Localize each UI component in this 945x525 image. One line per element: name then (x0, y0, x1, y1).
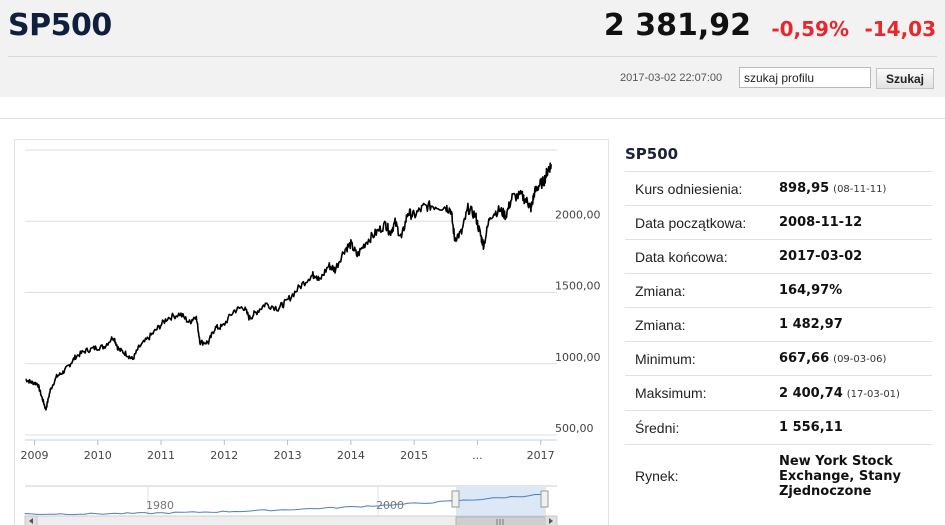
stats-date: (17-03-01) (846, 388, 900, 400)
stats-value-text: 2 400,74 (779, 385, 843, 401)
navigator-right-handle[interactable] (540, 490, 549, 508)
stats-panel: SP500 Kurs odniesienia: 898,95 (08-11-11) D… (625, 139, 932, 508)
stats-row: Maksimum: 2 400,74 (17-03-01) (625, 375, 932, 411)
chart-grid (25, 149, 557, 436)
stats-row: Data początkowa: 2008-11-12 (625, 205, 932, 240)
search-input[interactable] (739, 67, 871, 88)
stats-row: Zmiana: 1 482,97 (625, 307, 932, 342)
page-title: SP500 (8, 8, 112, 43)
stats-value: 1 482,97 (779, 307, 932, 342)
stats-row: Minimum: 667,66 (09-03-06) (625, 341, 932, 376)
horizontal-scrollbar[interactable] (24, 515, 558, 525)
search-button[interactable]: Szukaj (876, 68, 934, 89)
x-tick-label: 2010 (84, 449, 112, 462)
y-tick-label: 2000,00 (555, 208, 601, 221)
price-series (25, 162, 552, 411)
navigator-left-handle[interactable] (451, 490, 460, 508)
stats-date: (09-03-06) (833, 354, 887, 365)
arrow-right-icon (549, 518, 553, 524)
stats-value-text: New York Stock Exchange, Stany Zjednoczo… (779, 453, 901, 499)
x-tick-label: ... (472, 449, 483, 462)
update-timestamp: 2017-03-02 22:07:00 (620, 72, 723, 84)
arrow-left-icon (29, 518, 33, 524)
stats-label: Zmiana: (625, 273, 779, 308)
stats-label: Kurs odniesienia: (625, 171, 779, 206)
stats-label: Rynek: (625, 444, 779, 508)
stats-label: Minimum: (625, 341, 779, 376)
y-axis-labels: 500,00 1000,00 1500,00 2000,00 (555, 208, 601, 435)
stats-label: Średni: (625, 410, 779, 445)
x-tick-label: 2015 (400, 449, 428, 462)
stats-title: SP500 (625, 145, 679, 163)
change-absolute: -14,03 (864, 17, 936, 41)
stats-row: Średni: 1 556,11 (625, 410, 932, 445)
stats-value: 1 556,11 (779, 410, 932, 445)
page-header: SP500 2 381,92 -0,59% -14,03 2017-03-02 … (0, 0, 945, 97)
stats-value-text: 2017-03-02 (779, 249, 863, 264)
stats-value: 2 400,74 (17-03-01) (779, 375, 932, 411)
stats-value: 2017-03-02 (779, 239, 932, 274)
stats-row: Rynek: New York Stock Exchange, Stany Zje… (625, 444, 932, 508)
x-tick-label: 2013 (274, 449, 302, 462)
stats-label: Data końcowa: (625, 239, 779, 274)
grip-icon (496, 519, 504, 525)
stats-value: 898,95 (08-11-11) (779, 171, 932, 206)
stats-row: Zmiana: 164,97% (625, 273, 932, 308)
stats-value-text: 164,97% (779, 283, 843, 298)
header-divider (8, 56, 937, 57)
stats-label: Maksimum: (625, 375, 779, 411)
navigator-tick-label: 1980 (146, 499, 174, 512)
x-tick-label: 2017 (527, 449, 555, 462)
y-tick-label: 1000,00 (555, 351, 601, 364)
stats-row: Kurs odniesienia: 898,95 (08-11-11) (625, 171, 932, 206)
x-tick-label: 2009 (20, 449, 48, 462)
stats-value: 2008-11-12 (779, 205, 932, 240)
stats-date: (08-11-11) (833, 184, 887, 195)
stats-value-text: 898,95 (779, 181, 830, 196)
stats-value-text: 1 482,97 (779, 317, 843, 332)
stats-table: Kurs odniesienia: 898,95 (08-11-11) Data po… (625, 171, 932, 508)
stats-row: Data końcowa: 2017-03-02 (625, 239, 932, 274)
stats-value-text: 667,66 (779, 351, 830, 366)
current-price: 2 381,92 (603, 8, 751, 43)
change-percent: -0,59% (771, 17, 849, 41)
x-tick-label: 2014 (337, 449, 365, 462)
content-divider (0, 118, 945, 119)
stats-label: Zmiana: (625, 307, 779, 342)
y-tick-label: 500,00 (555, 422, 594, 435)
price-chart[interactable]: 500,00 1000,00 1500,00 2000,00 2009 2010 2011… (15, 140, 610, 525)
stats-label: Data początkowa: (625, 205, 779, 240)
stats-value: New York Stock Exchange, Stany Zjednoczo… (779, 444, 932, 508)
stats-value: 667,66 (09-03-06) (779, 341, 932, 376)
stats-value-text: 1 556,11 (779, 420, 843, 435)
y-tick-label: 1500,00 (555, 280, 601, 293)
navigator-selection (456, 486, 546, 516)
navigator-labels: 1980 2000 (146, 486, 404, 516)
x-tick-label: 2012 (210, 449, 238, 462)
stats-value-text: 2008-11-12 (779, 215, 863, 230)
chart-panel: 500,00 1000,00 1500,00 2000,00 2009 2010 2011… (14, 139, 609, 525)
x-axis-labels: 2009 2010 2011 2012 2013 2014 2015... 2017 (20, 440, 555, 462)
x-tick-label: 2011 (147, 449, 175, 462)
range-navigator[interactable]: 1980 2000 (24, 485, 557, 516)
price-line (25, 162, 552, 411)
stats-value: 164,97% (779, 273, 932, 308)
scrollbar-thumb[interactable] (455, 516, 547, 525)
